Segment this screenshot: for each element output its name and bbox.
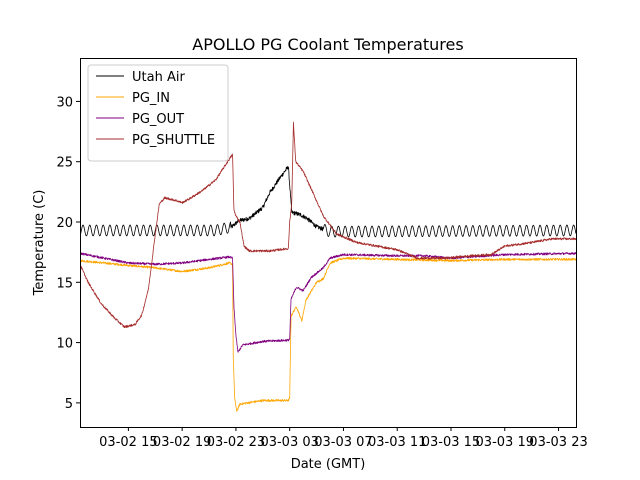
x-tick-label: 03-03 03: [260, 435, 318, 450]
series-line-pg-shuttle: [80, 121, 576, 329]
series-layer: [80, 121, 576, 412]
x-tick-label: 03-03 07: [314, 435, 372, 450]
y-axis-label: Temperature (C): [32, 190, 47, 297]
x-axis-label: Date (GMT): [291, 457, 366, 472]
series-line-utah-air: [80, 165, 576, 238]
x-tick-label: 03-03 23: [529, 435, 587, 450]
x-tick-label: 03-02 23: [207, 435, 265, 450]
y-tick-label: 20: [56, 216, 73, 231]
plot-frame: [80, 58, 577, 428]
x-tick-label: 03-02 15: [99, 435, 157, 450]
legend-label-pg-out: PG_OUT: [132, 112, 184, 127]
chart-title: APOLLO PG Coolant Temperatures: [192, 35, 463, 54]
y-tick-label: 15: [56, 276, 73, 291]
x-tick-label: 03-03 11: [368, 435, 426, 450]
legend-box: [87, 64, 229, 162]
y-tick-label: 25: [56, 156, 73, 171]
series-line-pg-out: [80, 251, 576, 353]
legend: Utah Air PG_IN PG_OUT PG_SHUTTLE: [87, 64, 229, 162]
legend-label-pg-shuttle: PG_SHUTTLE: [132, 133, 215, 148]
y-axis-ticks: 5 10 15 20 25 30: [56, 95, 80, 412]
series-line-pg-in: [80, 256, 576, 412]
y-tick-label: 30: [56, 95, 73, 110]
x-tick-label: 03-02 19: [153, 435, 211, 450]
legend-label-pg-in: PG_IN: [132, 91, 170, 106]
y-tick-label: 10: [56, 337, 73, 352]
x-tick-label: 03-03 19: [476, 435, 534, 450]
x-tick-label: 03-03 15: [422, 435, 480, 450]
legend-label-utah-air: Utah Air: [132, 70, 185, 85]
y-tick-label: 5: [65, 397, 73, 412]
